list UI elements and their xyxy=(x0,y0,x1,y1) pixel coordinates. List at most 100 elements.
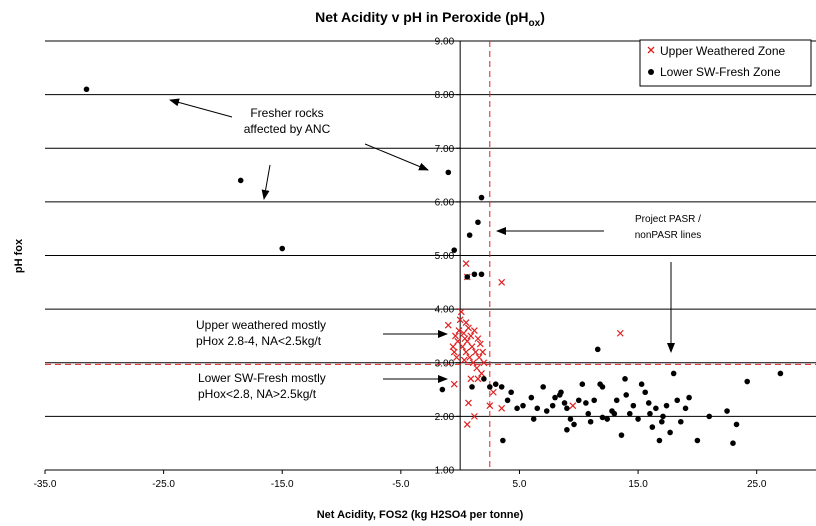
point-lower-fresh-65 xyxy=(733,421,740,428)
point-lower-fresh-8 xyxy=(471,271,478,278)
legend-marker-lower-fresh xyxy=(648,69,654,75)
point-lower-fresh-0 xyxy=(83,86,90,93)
point-upper-weathered-18 xyxy=(467,332,475,340)
x-tick-label-2: -15.0 xyxy=(271,479,294,490)
annotation-pasr-line1: Project PASR / xyxy=(635,214,701,225)
point-lower-fresh-62 xyxy=(706,413,713,420)
point-lower-fresh-66 xyxy=(744,378,751,385)
annotation-lower-line2: pHox<2.8, NA>2.5kg/t xyxy=(198,387,317,401)
arrow-fresher-rocks-down xyxy=(261,164,271,200)
point-upper-weathered-22 xyxy=(472,348,479,356)
point-upper-weathered-34 xyxy=(465,399,472,407)
point-upper-weathered-25 xyxy=(475,353,483,361)
point-upper-weathered-16 xyxy=(465,324,472,332)
reference-lines xyxy=(45,41,816,470)
point-upper-weathered-11 xyxy=(460,356,468,364)
y-tick-label-6: 7.00 xyxy=(435,144,455,155)
point-upper-weathered-0 xyxy=(444,321,452,329)
arrow-fresher-rocks-left xyxy=(169,98,233,118)
point-lower-fresh-31 xyxy=(571,421,577,428)
annotation-lower-line1: Lower SW-Fresh mostly xyxy=(198,371,326,385)
point-lower-fresh-13 xyxy=(481,376,487,382)
point-upper-weathered-43 xyxy=(474,375,482,383)
point-lower-fresh-4 xyxy=(451,247,458,253)
point-upper-weathered-24 xyxy=(474,335,482,343)
point-upper-weathered-20 xyxy=(469,359,477,367)
point-upper-weathered-9 xyxy=(459,343,466,351)
point-lower-fresh-3 xyxy=(445,169,452,176)
point-lower-fresh-44 xyxy=(626,410,633,417)
point-upper-weathered-38 xyxy=(486,402,494,410)
point-upper-weathered-19 xyxy=(468,343,476,351)
y-tick-label-5: 6.00 xyxy=(435,197,455,208)
point-upper-weathered-32 xyxy=(498,278,506,286)
point-lower-fresh-52 xyxy=(656,437,663,444)
point-lower-fresh-46 xyxy=(635,416,641,422)
point-lower-fresh-69 xyxy=(585,410,592,417)
x-tick-label-3: -5.0 xyxy=(392,479,410,490)
x-axis-title: Net Acidity, FOS2 (kg H2SO4 per tonne) xyxy=(317,509,524,521)
point-lower-fresh-21 xyxy=(528,394,535,401)
point-lower-fresh-36 xyxy=(591,397,597,404)
point-lower-fresh-1 xyxy=(237,177,244,184)
point-lower-fresh-15 xyxy=(498,384,505,390)
point-upper-weathered-35 xyxy=(463,420,471,428)
point-lower-fresh-75 xyxy=(492,381,499,388)
point-lower-fresh-32 xyxy=(575,397,582,404)
point-upper-weathered-37 xyxy=(489,388,497,396)
x-tick-label-5: 15.0 xyxy=(628,479,648,490)
point-upper-weathered-14 xyxy=(462,348,470,356)
y-tick-label-0: 1.00 xyxy=(435,466,455,477)
point-upper-weathered-26 xyxy=(476,340,484,348)
y-tick-label-7: 8.00 xyxy=(435,90,455,101)
point-upper-weathered-27 xyxy=(478,370,485,377)
legend-marker-upper-weathered xyxy=(647,46,655,54)
point-lower-fresh-29 xyxy=(564,405,570,412)
point-upper-weathered-10 xyxy=(460,329,468,337)
point-lower-fresh-6 xyxy=(475,219,481,226)
point-upper-weathered-39 xyxy=(498,404,506,412)
point-lower-fresh-37 xyxy=(594,346,601,353)
y-tick-label-3: 4.00 xyxy=(435,305,455,316)
point-lower-fresh-67 xyxy=(777,370,784,377)
point-lower-fresh-47 xyxy=(638,381,645,388)
point-upper-weathered-7 xyxy=(456,316,464,324)
point-upper-weathered-42 xyxy=(467,375,475,383)
point-lower-fresh-56 xyxy=(670,370,677,377)
point-lower-fresh-57 xyxy=(674,397,681,404)
point-upper-weathered-33 xyxy=(450,380,458,388)
legend-box xyxy=(639,39,812,87)
point-lower-fresh-50 xyxy=(649,424,656,430)
point-upper-weathered-13 xyxy=(462,319,470,326)
annotation-pasr-line2: nonPASR lines xyxy=(635,230,702,241)
point-lower-fresh-11 xyxy=(439,386,446,393)
point-lower-fresh-73 xyxy=(558,389,564,396)
point-lower-fresh-19 xyxy=(514,405,520,412)
point-lower-fresh-7 xyxy=(466,232,473,238)
point-upper-weathered-17 xyxy=(466,353,474,361)
point-upper-weathered-3 xyxy=(451,332,459,340)
axes: -35.0 -25.0 -15.0 -5.0 5.0 15.0 25.0 1.00 2.00 3.… xyxy=(34,37,816,490)
y-tick-label-1: 2.00 xyxy=(435,412,455,423)
x-tick-label-6: 25.0 xyxy=(747,479,767,490)
point-upper-weathered-41 xyxy=(616,329,624,337)
point-lower-fresh-33 xyxy=(579,381,586,388)
point-lower-fresh-53 xyxy=(660,413,666,420)
point-lower-fresh-35 xyxy=(587,418,594,425)
point-lower-fresh-12 xyxy=(469,384,475,390)
point-lower-fresh-34 xyxy=(583,400,589,406)
point-lower-fresh-30 xyxy=(567,416,574,422)
annotation-upper-weathered: Upper weathered mostly pHox 2.8-4, NA<2.… xyxy=(190,313,448,351)
point-lower-fresh-43 xyxy=(622,376,628,382)
point-lower-fresh-41 xyxy=(613,397,620,404)
point-lower-fresh-58 xyxy=(677,418,684,425)
point-upper-weathered-28 xyxy=(479,348,487,356)
point-upper-weathered-36 xyxy=(470,412,478,420)
gridlines xyxy=(45,40,816,417)
point-lower-fresh-55 xyxy=(667,429,673,436)
y-tick-label-8: 9.00 xyxy=(435,37,455,48)
point-upper-weathered-8 xyxy=(457,308,465,316)
point-lower-fresh-39 xyxy=(604,416,611,422)
point-lower-fresh-16 xyxy=(500,437,506,444)
